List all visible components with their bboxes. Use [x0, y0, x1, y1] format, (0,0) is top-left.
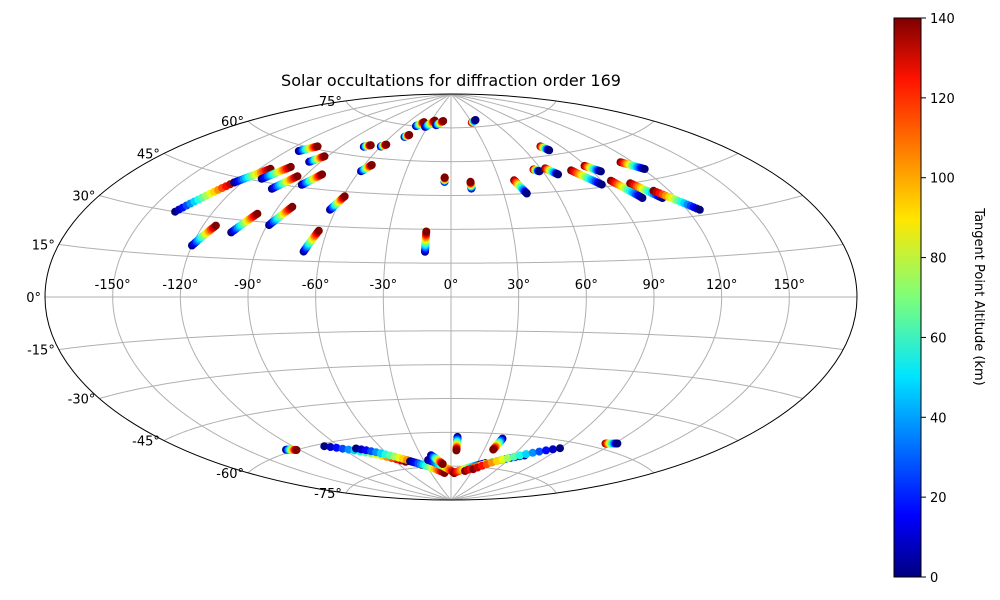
data-point [516, 451, 524, 460]
data-point [314, 226, 323, 235]
y-tick-label: -45° [132, 435, 160, 450]
colorbar [893, 17, 922, 578]
y-tick-label: 30° [72, 190, 95, 205]
data-point [638, 194, 647, 202]
data-points [171, 116, 704, 477]
data-point [318, 170, 327, 179]
data-point [292, 446, 301, 454]
meridian-line [450, 93, 655, 501]
data-point [320, 442, 329, 451]
data-point [542, 446, 550, 455]
x-tick-label: 120° [706, 278, 737, 293]
chart-title: Solar occultations for diffraction order… [281, 71, 621, 90]
colorbar-tick-label: 140 [930, 12, 955, 27]
colorbar-tick-label: 120 [930, 92, 955, 107]
x-tick-label: -90° [234, 278, 262, 293]
data-point [332, 443, 341, 452]
data-point [471, 116, 480, 124]
y-tick-label: -15° [27, 344, 55, 359]
colorbar-tick-label: 20 [930, 491, 947, 506]
data-point [596, 167, 605, 176]
data-point [528, 448, 537, 457]
x-tick-label: 30° [507, 278, 530, 293]
data-point [253, 209, 262, 218]
data-point [340, 192, 349, 201]
meridian-line [450, 93, 790, 501]
y-tick-label: -60° [216, 467, 244, 482]
data-point [211, 221, 220, 230]
data-point [545, 146, 554, 155]
x-tick-label: 150° [774, 278, 805, 293]
data-point [466, 177, 475, 186]
tick-labels: -150° -120° -90° -60° -30° 0° 30° 60° 90° 120° 150… [26, 95, 805, 502]
data-point [452, 446, 461, 455]
meridian-line [112, 93, 452, 501]
data-point [489, 445, 498, 454]
graticule [45, 93, 857, 501]
data-point [535, 447, 544, 456]
colorbar-ticks: 0 20 40 60 80 100 120 140 [921, 12, 955, 586]
data-point [597, 180, 606, 189]
x-tick-label: 0° [444, 278, 459, 293]
y-tick-label: 75° [319, 95, 342, 110]
data-point [613, 439, 622, 448]
data-point [439, 117, 448, 125]
y-tick-label: 60° [221, 115, 244, 130]
meridian-line [382, 93, 452, 501]
colorbar-tick-label: 80 [930, 252, 947, 267]
colorbar-tick-label: 40 [930, 411, 947, 426]
colorbar-tick-label: 60 [930, 331, 947, 346]
y-tick-label: 15° [32, 238, 55, 253]
y-tick-label: -30° [68, 393, 96, 408]
data-point [522, 450, 531, 459]
data-point [440, 173, 449, 182]
data-point [320, 152, 329, 161]
data-point [286, 162, 295, 171]
data-point [556, 444, 564, 453]
map-outline [44, 93, 858, 501]
data-point [338, 444, 347, 453]
colorbar-tick-label: 100 [930, 172, 955, 187]
y-tick-label: -75° [314, 487, 342, 502]
data-point [695, 205, 704, 214]
meridian-line [247, 93, 452, 501]
data-point [438, 460, 447, 468]
data-point [367, 161, 376, 169]
colorbar-tick-label: 0 [930, 571, 938, 586]
y-tick-label: 0° [26, 291, 41, 306]
meridian-line [450, 93, 520, 501]
x-tick-label: -60° [302, 278, 330, 293]
x-tick-label: 60° [575, 278, 598, 293]
data-point [509, 452, 518, 461]
data-point [382, 140, 391, 149]
colorbar-label: Tangent Point Altitude (km) [971, 207, 986, 385]
meridian-line [450, 93, 587, 501]
meridian-line [450, 93, 723, 501]
meridian-line [315, 93, 452, 501]
y-tick-label: 45° [137, 147, 160, 162]
data-point [313, 142, 322, 151]
data-point [326, 443, 335, 451]
x-tick-label: -120° [162, 278, 198, 293]
data-point [522, 189, 531, 198]
x-tick-label: -30° [369, 278, 397, 293]
data-point [640, 165, 649, 173]
data-point [554, 170, 563, 179]
data-point [422, 227, 431, 236]
x-tick-label: -150° [95, 278, 131, 293]
data-point [366, 141, 375, 150]
data-point [405, 131, 414, 139]
data-point [548, 445, 557, 454]
data-point [288, 202, 297, 211]
x-tick-label: 90° [642, 278, 665, 293]
data-point [293, 172, 302, 181]
